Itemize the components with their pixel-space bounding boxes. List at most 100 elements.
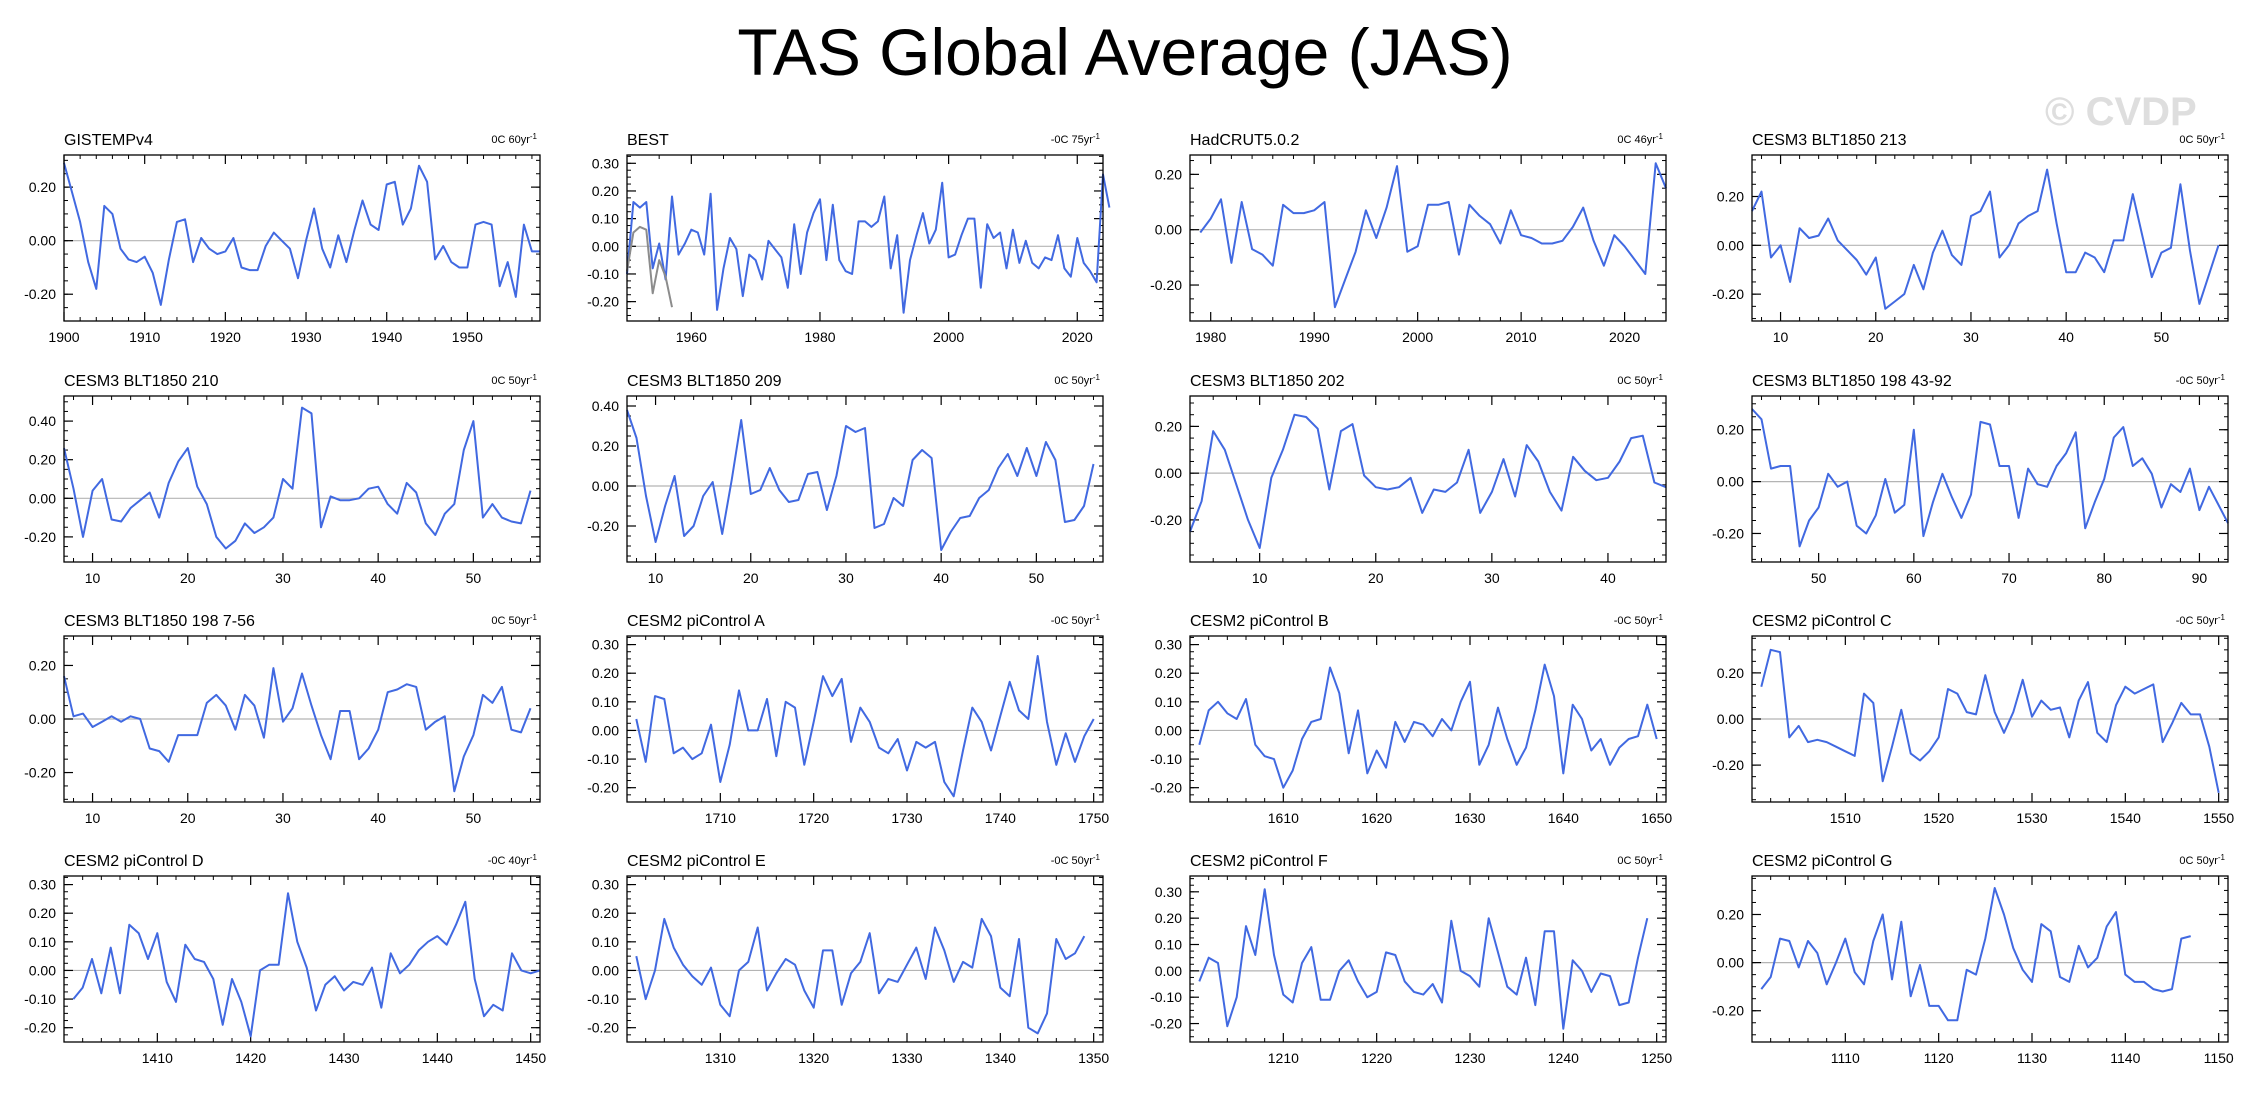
y-tick-label: 0.20 xyxy=(592,905,619,921)
y-tick-label: -0.20 xyxy=(1712,1003,1744,1019)
x-tick-label: 1910 xyxy=(129,329,160,345)
y-tick-label: 0.00 xyxy=(1717,711,1744,727)
x-tick-label: 10 xyxy=(85,810,101,826)
x-tick-label: 1620 xyxy=(1361,810,1392,826)
x-tick-label: 1940 xyxy=(371,329,402,345)
x-tick-label: 60 xyxy=(1906,570,1922,586)
x-tick-label: 1240 xyxy=(1548,1050,1579,1066)
x-tick-label: 1630 xyxy=(1454,810,1485,826)
y-tick-label: 0.20 xyxy=(29,657,56,673)
x-tick-label: 1210 xyxy=(1268,1050,1299,1066)
y-tick-label: 0.20 xyxy=(592,665,619,681)
y-tick-label: -0.20 xyxy=(24,1020,56,1036)
x-tick-label: 1410 xyxy=(142,1050,173,1066)
y-tick-label: 0.30 xyxy=(592,877,619,893)
x-tick-label: 1990 xyxy=(1299,329,1330,345)
x-tick-label: 50 xyxy=(466,570,482,586)
x-tick-label: 20 xyxy=(180,570,196,586)
y-tick-label: -0.20 xyxy=(1150,512,1182,528)
y-tick-label: 0.20 xyxy=(1155,910,1182,926)
x-tick-label: 2000 xyxy=(1402,329,1433,345)
trend-label: 0C 50yr-1 xyxy=(1054,373,1100,388)
x-tick-label: 50 xyxy=(1029,570,1045,586)
series-line xyxy=(635,917,1086,1035)
series-line xyxy=(1751,168,2220,310)
series-line xyxy=(63,406,532,550)
y-tick-label: 0.20 xyxy=(592,183,619,199)
y-tick-label: 0.10 xyxy=(1155,937,1182,953)
x-tick-label: 1740 xyxy=(985,810,1016,826)
trend-label: 0C 60yr-1 xyxy=(491,132,537,147)
x-tick-label: 1330 xyxy=(891,1050,922,1066)
chart-panel: CESM2 piControl F 0C 50yr-1 1210 1220 1230 12… xyxy=(1150,853,1672,1067)
chart-panel: CESM3 BLT1850 198 43-92 -0C 50yr-1 50 60 70 8… xyxy=(1712,373,2229,586)
x-tick-label: 80 xyxy=(2096,570,2112,586)
secondary-series-line xyxy=(626,225,673,308)
x-tick-label: 1950 xyxy=(452,329,483,345)
page-title: TAS Global Average (JAS) xyxy=(737,15,1513,89)
panel-title: CESM2 piControl E xyxy=(627,853,766,870)
y-tick-label: 0.00 xyxy=(1155,222,1182,238)
x-tick-label: 1650 xyxy=(1641,810,1672,826)
x-tick-label: 50 xyxy=(1811,570,1827,586)
series-line xyxy=(1198,888,1649,1030)
y-tick-label: 0.30 xyxy=(29,877,56,893)
y-tick-label: 0.40 xyxy=(592,398,619,414)
x-tick-label: 1350 xyxy=(1078,1050,1109,1066)
chart-panel: CESM3 BLT1850 202 0C 50yr-1 10 20 30 40 -0.20 0… xyxy=(1150,373,1667,586)
trend-label: -0C 40yr-1 xyxy=(488,853,538,868)
y-tick-label: 0.20 xyxy=(1155,665,1182,681)
trend-label: -0C 50yr-1 xyxy=(1051,613,1101,628)
y-tick-label: 0.10 xyxy=(592,211,619,227)
y-tick-label: -0.20 xyxy=(587,518,619,534)
panel-title: CESM3 BLT1850 198 7-56 xyxy=(64,613,255,630)
trend-label: 0C 50yr-1 xyxy=(1617,853,1663,868)
trend-label: 0C 46yr-1 xyxy=(1617,132,1663,147)
y-tick-label: 0.00 xyxy=(1155,722,1182,738)
series-line xyxy=(1189,413,1667,549)
x-tick-label: 30 xyxy=(1963,329,1979,345)
y-tick-label: -0.20 xyxy=(587,780,619,796)
y-tick-label: 0.20 xyxy=(1155,418,1182,434)
y-tick-label: 0.10 xyxy=(1155,694,1182,710)
x-tick-label: 1450 xyxy=(515,1050,546,1066)
panel-title: CESM2 piControl F xyxy=(1190,853,1328,870)
x-tick-label: 1430 xyxy=(328,1050,359,1066)
y-tick-label: 0.20 xyxy=(29,452,56,468)
chart-panel: CESM2 piControl A -0C 50yr-1 1710 1720 1730 1… xyxy=(587,613,1109,827)
x-tick-label: 40 xyxy=(933,570,949,586)
x-tick-label: 1130 xyxy=(2017,1050,2047,1066)
x-tick-label: 20 xyxy=(180,810,196,826)
panel-title: BEST xyxy=(627,132,669,149)
x-tick-label: 30 xyxy=(275,570,291,586)
y-tick-label: 0.30 xyxy=(592,637,619,653)
x-tick-label: 1520 xyxy=(1923,810,1954,826)
x-tick-label: 10 xyxy=(1252,570,1268,586)
x-tick-label: 2020 xyxy=(1609,329,1640,345)
chart-panel: CESM3 BLT1850 198 7-56 0C 50yr-1 10 20 30 40 5… xyxy=(24,613,541,826)
plot-frame xyxy=(63,395,541,563)
y-tick-label: -0.20 xyxy=(24,286,56,302)
y-tick-label: 0.20 xyxy=(29,179,56,195)
series-line xyxy=(1760,887,2191,1022)
x-tick-label: 90 xyxy=(2192,570,2208,586)
y-tick-label: 0.00 xyxy=(592,722,619,738)
x-tick-label: 1120 xyxy=(1924,1050,1954,1066)
chart-panel: CESM2 piControl E -0C 50yr-1 1310 1320 1330 1… xyxy=(587,853,1109,1067)
y-tick-label: -0.20 xyxy=(1712,286,1744,302)
y-tick-label: -0.20 xyxy=(1150,277,1182,293)
x-tick-label: 2010 xyxy=(1506,329,1537,345)
plot-frame xyxy=(1189,635,1667,803)
y-tick-label: 0.00 xyxy=(592,962,619,978)
x-tick-label: 1750 xyxy=(1078,810,1109,826)
x-tick-label: 50 xyxy=(466,810,482,826)
x-tick-label: 20 xyxy=(1368,570,1384,586)
y-tick-label: -0.10 xyxy=(587,266,619,282)
y-tick-label: 0.30 xyxy=(592,155,619,171)
chart-panel: CESM2 piControl G 0C 50yr-1 1110 1120 1130 11… xyxy=(1712,853,2234,1067)
trend-label: 0C 50yr-1 xyxy=(1617,373,1663,388)
chart-panel: CESM2 piControl D -0C 40yr-1 1410 1420 1430 1… xyxy=(24,853,546,1067)
y-tick-label: -0.10 xyxy=(587,991,619,1007)
plot-frame xyxy=(1189,875,1667,1043)
y-tick-label: -0.10 xyxy=(1150,751,1182,767)
